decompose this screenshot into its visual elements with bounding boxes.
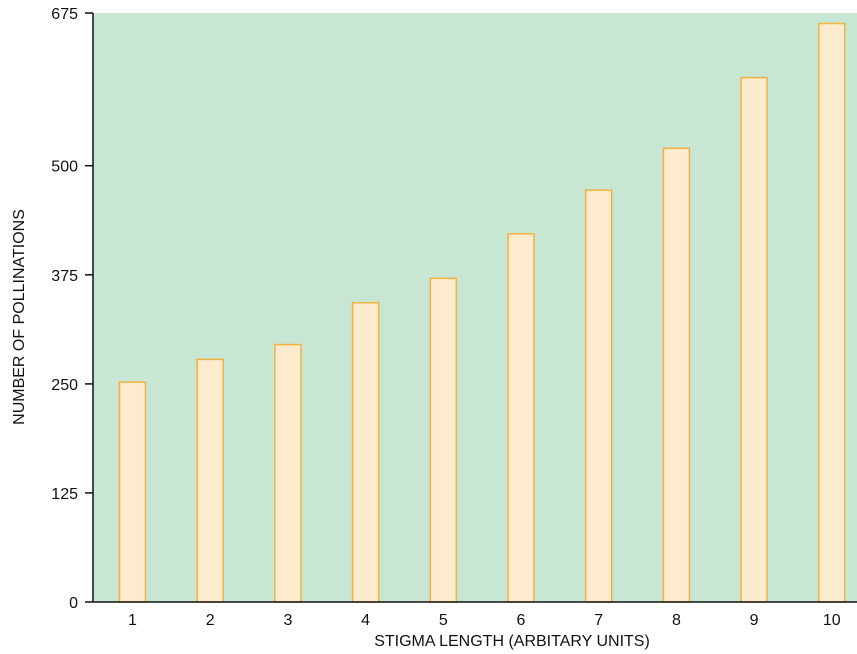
x-tick-label: 6 bbox=[517, 612, 526, 629]
bar-7 bbox=[584, 189, 613, 603]
bar-2 bbox=[196, 358, 224, 603]
x-axis-title: STIGMA LENGTH (ARBITARY UNITS) bbox=[374, 633, 650, 650]
bar-10 bbox=[818, 22, 846, 603]
x-tick-label: 1 bbox=[128, 612, 137, 629]
bar-8 bbox=[662, 147, 691, 603]
x-tick-label: 2 bbox=[206, 612, 215, 629]
x-tick-label: 7 bbox=[594, 612, 603, 629]
y-tick-label: 375 bbox=[51, 268, 78, 285]
y-ticks-group: 0 125 250 375 500 675 bbox=[51, 6, 93, 612]
y-tick-label: 125 bbox=[51, 486, 78, 503]
bars-group bbox=[118, 22, 846, 603]
y-axis-title: NUMBER OF POLLINATIONS bbox=[11, 209, 28, 425]
bar-9 bbox=[740, 76, 768, 603]
bar-1 bbox=[118, 381, 147, 603]
axes-group bbox=[92, 13, 857, 603]
x-tick-label: 5 bbox=[439, 612, 448, 629]
y-tick-label: 675 bbox=[51, 6, 78, 23]
x-tick-label: 3 bbox=[283, 612, 292, 629]
bar-3 bbox=[274, 343, 302, 603]
x-tick-label: 9 bbox=[750, 612, 759, 629]
bar-4 bbox=[351, 301, 380, 603]
x-ticks-group: 1 2 3 4 5 6 7 8 9 10 bbox=[128, 612, 841, 629]
y-tick-label: 250 bbox=[51, 377, 78, 394]
x-tick-label: 4 bbox=[361, 612, 370, 629]
x-tick-label: 8 bbox=[672, 612, 681, 629]
x-tick-label: 10 bbox=[823, 612, 841, 629]
y-tick-label: 0 bbox=[69, 595, 78, 612]
bar-6 bbox=[507, 233, 535, 603]
y-tick-label: 500 bbox=[51, 159, 78, 176]
bar-5 bbox=[429, 277, 458, 603]
